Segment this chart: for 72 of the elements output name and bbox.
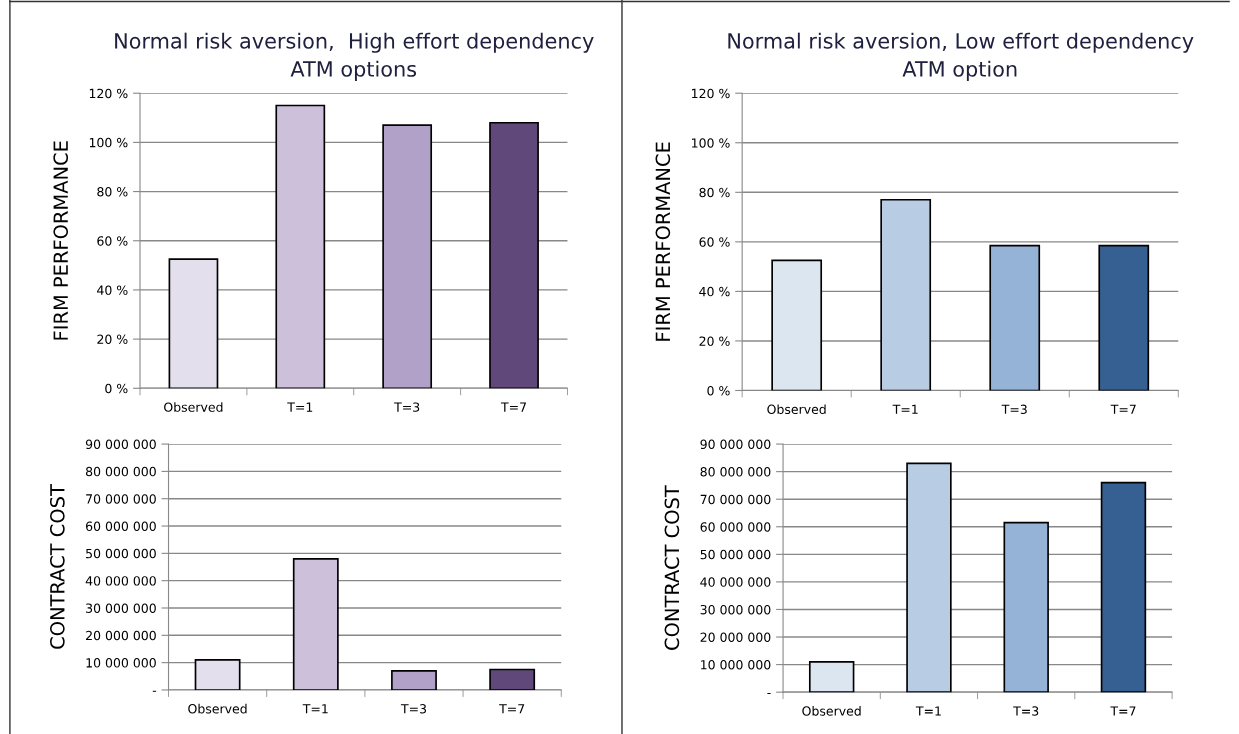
y-tick-label: 80 %	[97, 187, 128, 197]
bar	[168, 258, 219, 389]
bar	[489, 668, 536, 690]
bar	[275, 104, 326, 389]
bar	[391, 670, 437, 690]
bar	[880, 198, 932, 391]
y-tick-label: 90 000 000	[700, 439, 771, 449]
y-tick-label: 60 000 000	[86, 521, 156, 531]
bar	[771, 259, 823, 391]
y-tick-label: 100 %	[692, 138, 730, 148]
x-tick-label: Observed	[188, 703, 247, 714]
y-tick-label: 20 000 000	[86, 630, 156, 641]
x-tick-label: T=3	[394, 402, 420, 412]
y-tick-label: -	[152, 690, 157, 692]
x-tick-label: T=1	[915, 706, 941, 716]
y-tick-label: 80 000 000	[700, 467, 771, 477]
y-tick-label: 20 %	[699, 336, 730, 346]
y-tick-label: 0 %	[707, 385, 730, 396]
y-tick-label: 80 000 000	[85, 466, 156, 477]
y-tick-label: 70 000 000	[86, 494, 156, 504]
bar	[906, 462, 952, 693]
y-axis-title: CONTRACT COST	[664, 485, 680, 650]
y-tick-label: 60 000 000	[700, 522, 771, 532]
y-tick-label: 60 %	[699, 237, 730, 247]
y-tick-label: 60 %	[97, 236, 128, 246]
x-tick-label: T=1	[287, 402, 313, 412]
y-tick-label: 0 %	[105, 383, 128, 394]
x-tick-label: T=7	[1110, 706, 1136, 716]
y-tick-label: 70 000 000	[700, 494, 771, 505]
y-tick-label: 120 %	[89, 88, 128, 99]
x-tick-label: T=3	[400, 704, 427, 714]
y-tick-label: 30 000 000	[86, 603, 156, 613]
bar	[808, 661, 855, 693]
y-tick-label: 50 000 000	[700, 549, 771, 560]
x-tick-label: T=7	[1110, 404, 1136, 414]
y-tick-label: 10 000 000	[86, 658, 156, 668]
bar	[1098, 244, 1150, 391]
y-tick-label: 20 %	[97, 334, 128, 345]
bar	[989, 244, 1041, 391]
chart-title: Normal risk aversion, Low effort dependency ATM option	[728, 32, 1194, 81]
y-tick-label: 90 000 000	[85, 439, 156, 449]
y-tick-label: 30 000 000	[700, 604, 771, 615]
bar	[489, 121, 539, 389]
y-tick-label: -	[767, 692, 771, 694]
x-tick-label: Observed	[767, 404, 826, 415]
bar	[1003, 521, 1049, 693]
y-tick-label: 120 %	[692, 88, 730, 99]
x-tick-label: T=1	[892, 404, 918, 414]
y-tick-label: 40 %	[699, 286, 730, 297]
x-tick-label: T=1	[302, 704, 328, 714]
y-tick-label: 10 000 000	[701, 660, 771, 670]
x-tick-label: T=7	[500, 402, 526, 412]
y-tick-label: 40 000 000	[700, 577, 771, 587]
y-tick-label: 50 000 000	[86, 548, 156, 559]
x-tick-label: Observed	[164, 402, 223, 412]
y-tick-label: 20 000 000	[700, 632, 771, 642]
bar	[382, 124, 433, 389]
chart-title: Normal risk aversion, High effort dependency ATM options	[115, 32, 594, 81]
bar	[292, 557, 339, 690]
y-tick-label: 40 %	[97, 285, 128, 295]
y-axis-title: CONTRACT COST	[49, 484, 65, 649]
x-tick-label: T=3	[1001, 404, 1027, 415]
y-tick-label: 40 000 000	[85, 576, 156, 586]
y-tick-label: 100 %	[89, 137, 128, 148]
y-tick-label: 80 %	[699, 187, 730, 198]
y-axis-title: FIRM PERFORMANCE	[655, 142, 671, 341]
x-tick-label: T=7	[499, 704, 525, 714]
bar	[194, 659, 241, 690]
y-axis-title: FIRM PERFORMANCE	[53, 141, 69, 340]
x-tick-label: T=3	[1013, 706, 1039, 716]
bar	[1100, 481, 1147, 693]
x-tick-label: Observed	[802, 706, 861, 716]
